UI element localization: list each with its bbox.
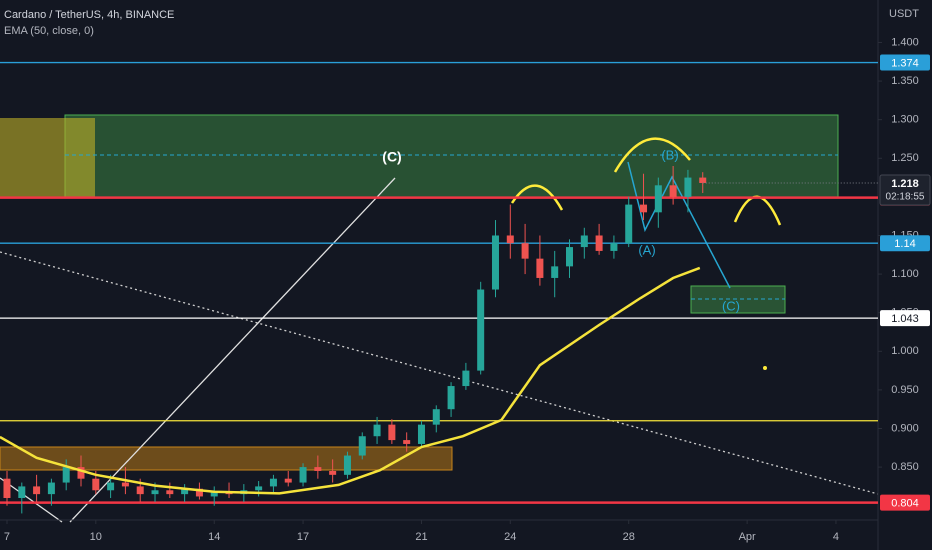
candle-body [699,177,707,183]
demand-zone [64,114,839,198]
candle-body [18,486,26,498]
level-label-box [880,54,930,71]
candle-body [654,185,662,213]
level-label: 1.374 [891,57,919,69]
y-tick-label: 1.000 [891,345,919,357]
zone [0,118,95,197]
candle-body [477,289,485,371]
level-label-box [880,494,930,511]
candle-body [3,478,11,498]
x-tick-label: 28 [623,531,635,543]
candle-body [625,204,633,244]
x-tick-label: 24 [504,531,516,543]
candle-body [284,478,292,483]
last-price-box [879,174,931,206]
candle-body [343,455,351,475]
y-tick-label: 1.100 [891,268,919,280]
level-label-box [880,235,930,252]
arc [613,137,691,173]
currency: USDT [889,8,919,20]
candle-body [403,440,411,444]
y-tick-label: 1.400 [891,36,919,48]
candle-body [33,486,41,495]
arc [733,195,782,226]
candle-body [580,235,588,248]
x-tick-label: 21 [415,531,427,543]
candle-body [462,370,470,387]
candle-body [121,482,129,487]
y-tick-label: 1.300 [891,114,919,126]
candle-body [358,436,366,456]
level-label: 1.043 [891,313,919,325]
x-tick-label: 17 [297,531,309,543]
candle-body [491,235,499,290]
candle-body [610,243,618,251]
candle-body [77,467,85,479]
x-tick-label: 10 [90,531,102,543]
arc [510,184,564,211]
y-tick-label: 1.350 [891,75,919,87]
candle-body [536,258,544,278]
x-tick-label: 7 [4,531,10,543]
candle-body [151,490,159,495]
indicator-legend: EMA (50, close, 0) [4,25,94,37]
annotation: (C) [382,149,401,165]
candle-body [92,478,100,491]
candle-body [195,488,203,497]
annotation: (C) [722,298,740,313]
candle-body [210,491,218,497]
candle-body [166,490,174,495]
candle-body [640,204,648,213]
candle-body [432,409,440,425]
candle-body [373,424,381,437]
x-tick-label: 14 [208,531,220,543]
annotation: (A) [638,242,655,257]
candle-body [299,467,307,483]
zone [0,446,453,471]
y-tick-label: 0.900 [891,422,919,434]
candle-body [47,482,55,495]
y-tick-label: 0.950 [891,384,919,396]
dot [763,366,767,370]
candle-body [551,266,559,278]
candle-body [255,486,263,491]
trend-line [0,251,879,495]
chart-title: Cardano / TetherUS, 4h, BINANCE [4,9,174,21]
candle-body [669,185,677,197]
candle-body [506,235,514,244]
level-label: 1.14 [894,238,915,250]
candle-body [181,488,189,495]
candle-body [329,470,337,475]
candle-body [566,247,574,267]
candle-body [107,482,115,491]
candle-body [417,424,425,444]
candle-body [388,424,396,441]
candle-body [595,235,603,251]
x-tick-label: Apr [739,531,756,543]
annotation: (B) [661,147,678,162]
candle-body [136,486,144,495]
level-label-box [880,310,930,327]
x-tick-label: 4 [833,531,839,543]
candle-body [62,467,70,483]
candle-body [684,177,692,197]
candle-body [269,478,277,487]
last-price-label: 1.218 [891,178,919,190]
candle-body [314,467,322,471]
trend-line [69,177,396,523]
y-tick-label: 1.250 [891,152,919,164]
drawings: (C) (B) (A) (C) [0,0,879,550]
countdown: 02:18:55 [886,192,925,203]
candle-body [521,243,529,259]
ema-line [0,266,701,495]
candle-body [447,386,455,410]
y-tick-label: 0.850 [891,461,919,473]
level-label: 0.804 [891,498,919,510]
